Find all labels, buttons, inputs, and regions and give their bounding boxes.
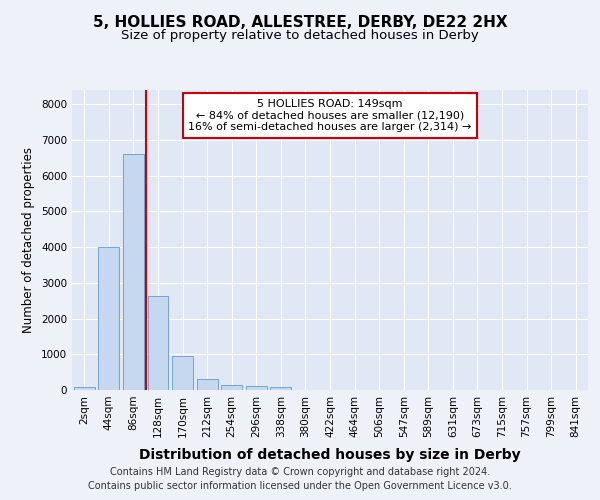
X-axis label: Distribution of detached houses by size in Derby: Distribution of detached houses by size … [139,448,521,462]
Bar [271,387,292,390]
Text: Contains HM Land Registry data © Crown copyright and database right 2024.
Contai: Contains HM Land Registry data © Crown c… [88,467,512,491]
Text: 5 HOLLIES ROAD: 149sqm
← 84% of detached houses are smaller (12,190)
16% of semi: 5 HOLLIES ROAD: 149sqm ← 84% of detached… [188,99,472,132]
Bar [197,378,218,390]
Bar [74,387,95,390]
Bar [98,247,119,390]
Bar [246,386,267,390]
Y-axis label: Number of detached properties: Number of detached properties [22,147,35,333]
Bar [148,296,169,390]
Text: 5, HOLLIES ROAD, ALLESTREE, DERBY, DE22 2HX: 5, HOLLIES ROAD, ALLESTREE, DERBY, DE22 … [92,15,508,30]
Bar [221,386,242,390]
Bar [123,154,144,390]
Bar [172,356,193,390]
Text: Size of property relative to detached houses in Derby: Size of property relative to detached ho… [121,30,479,43]
